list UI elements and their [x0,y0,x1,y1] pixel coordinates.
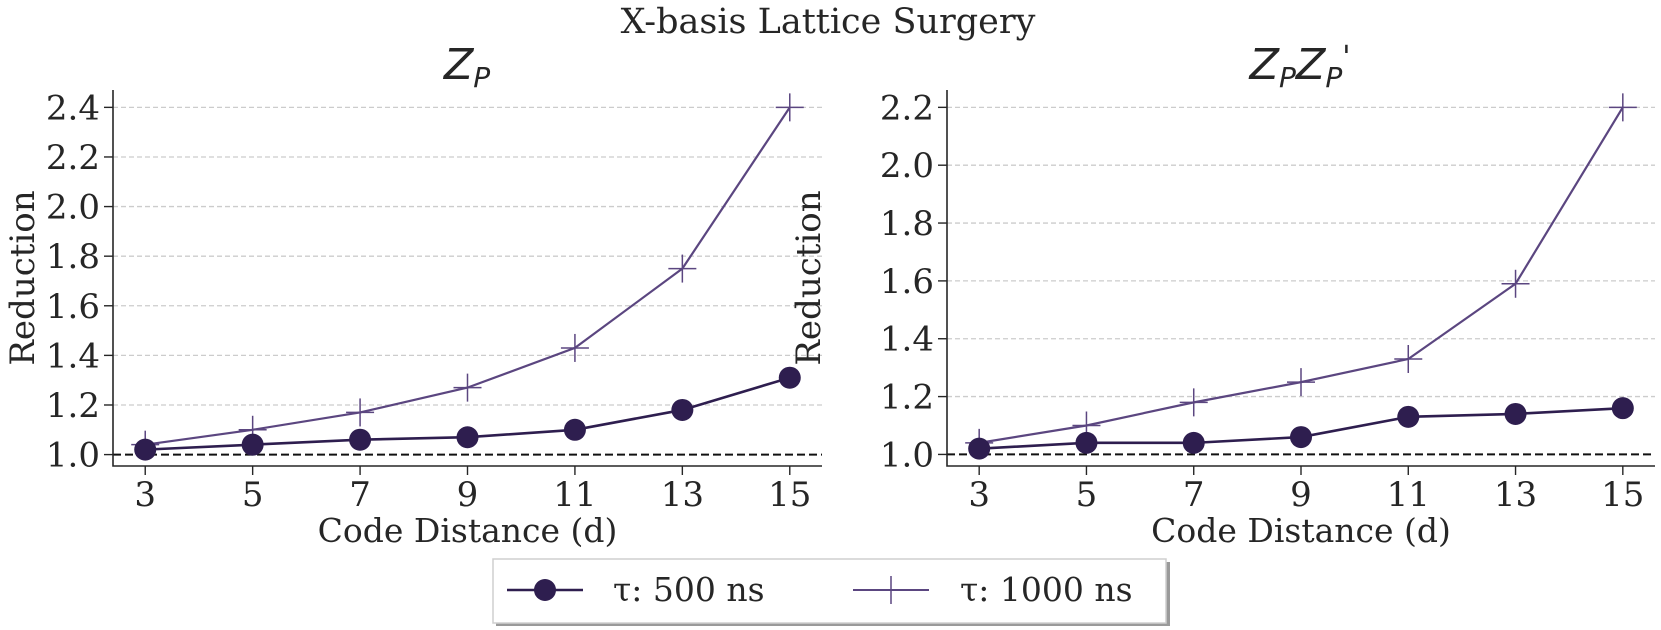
data-point-1000ns [453,373,482,402]
panel-title-main: Z [1249,40,1281,90]
data-point-500ns [563,418,586,441]
legend-label-1000ns: τ: 1000 ns [960,570,1133,609]
data-point-1000ns [560,333,589,362]
x-tick-label: 3 [968,475,990,515]
x-axis-label: Code Distance (d) [1151,511,1451,550]
data-point-1000ns [1179,388,1208,417]
data-point-1000ns [775,93,804,122]
data-point-1000ns [1287,368,1315,397]
x-tick-label: 15 [768,475,811,515]
y-axis-label: Reduction [3,190,43,365]
data-point-500ns [1182,431,1205,454]
y-tick-label: 2.0 [880,146,934,186]
panel-title-sub-2: P [1325,61,1342,94]
panel-title-suffix: ' [1342,40,1350,75]
legend-plus [877,576,905,604]
data-point-500ns [1504,402,1527,425]
figure-title: X-basis Lattice Surgery [621,2,1036,42]
y-tick-label: 2.4 [46,88,100,128]
legend-marker-circle [534,579,556,601]
x-tick-label: 7 [349,475,371,515]
x-axis-label: Code Distance (d) [318,511,618,550]
x-ticks: 3 5 7 9 11 13 15 [134,466,811,515]
x-tick-label: 9 [457,475,479,515]
data-point-500ns [1611,397,1634,420]
y-tick-label: 2.0 [46,188,100,228]
data-point-500ns [134,438,157,461]
data-point-1000ns [1608,93,1637,122]
y-tick-label: 1.2 [46,386,100,426]
panel-title: ZPZP' [1249,40,1351,94]
legend: τ: 500 ns τ: 1000 ns [492,558,1170,626]
panel-zp: ZP 1.0 1.2 1.4 1.6 1.8 2.0 2.2 2.4 3 5 7 9 11 13 15 R… [3,40,822,550]
panel-title-sub: P [473,61,490,94]
y-tick-label: 1.8 [880,204,934,244]
data-point-500ns [778,366,801,389]
data-point-500ns [456,426,479,449]
data-point-500ns [1290,426,1312,449]
data-point-500ns [671,398,694,421]
panel-title-sub: P [1279,61,1296,94]
y-tick-label: 2.2 [880,88,934,128]
x-tick-label: 13 [1494,475,1537,515]
x-tick-label: 13 [661,475,704,515]
y-gridlines [947,106,1655,398]
legend-marker-plus [877,576,905,604]
data-point-500ns [349,428,372,451]
x-tick-label: 3 [134,475,156,515]
legend-label-500ns: τ: 500 ns [613,570,765,609]
x-tick-label: 5 [242,475,264,515]
data-point-1000ns [346,398,375,427]
y-ticks: 1.0 1.2 1.4 1.6 1.8 2.0 2.2 2.4 [46,88,113,476]
y-tick-label: 1.6 [46,287,100,327]
data-point-500ns [241,433,264,456]
series-layer [965,93,1637,460]
legend-box [492,558,1167,624]
y-tick-label: 1.2 [880,378,934,418]
y-ticks: 1.0 1.2 1.4 1.6 1.8 2.0 2.2 [880,88,947,475]
y-tick-label: 1.0 [880,435,934,475]
x-ticks: 3 5 7 9 11 13 15 [968,466,1644,515]
y-tick-label: 2.2 [46,138,100,178]
x-tick-label: 5 [1076,475,1098,515]
x-tick-label: 9 [1290,475,1312,515]
panel-title-main: Z [443,40,475,90]
y-gridlines [113,106,822,406]
series-layer [131,93,804,461]
y-axis-label: Reduction [789,190,829,365]
x-tick-label: 7 [1183,475,1205,515]
panel-zpzp: ZPZP' 1.01.21.41.61.82.02.2 3 5 7 9 11 13 15 R… [789,40,1655,550]
axes-spines [946,90,1655,467]
x-tick-label: 11 [1387,475,1430,515]
data-point-500ns [1075,431,1098,454]
y-tick-label: 1.4 [46,336,100,376]
x-tick-label: 11 [553,475,596,515]
axes-spines [112,90,822,467]
panel-title-main-2: Z [1295,40,1327,90]
data-point-1000ns [1394,344,1423,373]
data-point-1000ns [1501,269,1530,298]
y-tick-label: 1.6 [880,262,934,302]
y-tick-label: 1.8 [46,237,100,277]
y-tick-label: 1.0 [46,436,100,476]
data-point-500ns [1397,405,1420,428]
data-point-500ns [968,437,991,460]
panel-title: ZP [443,40,490,94]
y-tick-label: 1.4 [880,320,934,360]
data-point-1000ns [668,254,697,283]
x-tick-label: 15 [1601,475,1644,515]
